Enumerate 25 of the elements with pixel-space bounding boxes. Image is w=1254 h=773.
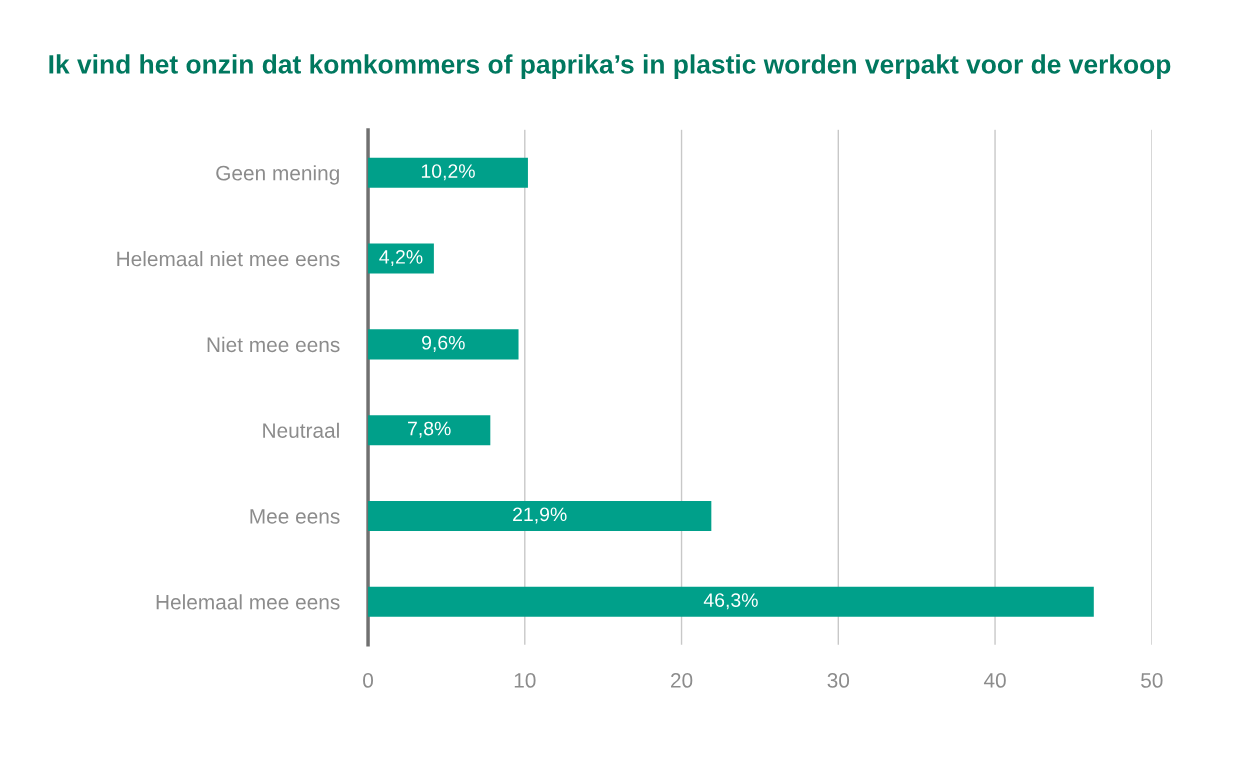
y-tick-label: Geen mening xyxy=(216,165,339,185)
x-tick-label: 10 xyxy=(514,673,536,688)
bar xyxy=(368,586,1094,617)
data-label: 7,8% xyxy=(408,421,451,438)
data-label: 10,2% xyxy=(421,164,475,181)
y-tick-label: Niet mee eens xyxy=(207,336,340,353)
x-tick-label: 50 xyxy=(1141,673,1163,688)
data-label: 46,3% xyxy=(703,593,758,610)
y-tick-label: Neutraal xyxy=(263,422,339,438)
x-tick-label: 30 xyxy=(827,673,850,688)
data-label: 4,2% xyxy=(379,250,423,267)
y-tick-label: Mee eens xyxy=(250,509,340,524)
bar xyxy=(368,243,434,274)
x-tick-label: 0 xyxy=(363,673,374,688)
y-tick-label: Helemaal niet mee eens xyxy=(117,251,340,267)
bar xyxy=(368,157,528,188)
bar xyxy=(368,415,491,446)
x-tick-label: 20 xyxy=(671,673,693,688)
y-tick-label: Helemaal mee eens xyxy=(156,594,340,610)
x-tick-label: 40 xyxy=(983,673,1006,688)
data-label: 21,9% xyxy=(513,507,567,524)
bar xyxy=(368,329,519,360)
bar xyxy=(368,500,712,531)
chart-title: Ik vind het onzin dat komkommers of paprika’s in plastic worden verpakt voor de verkoop xyxy=(49,54,1171,79)
data-label: 9,6% xyxy=(422,335,465,352)
